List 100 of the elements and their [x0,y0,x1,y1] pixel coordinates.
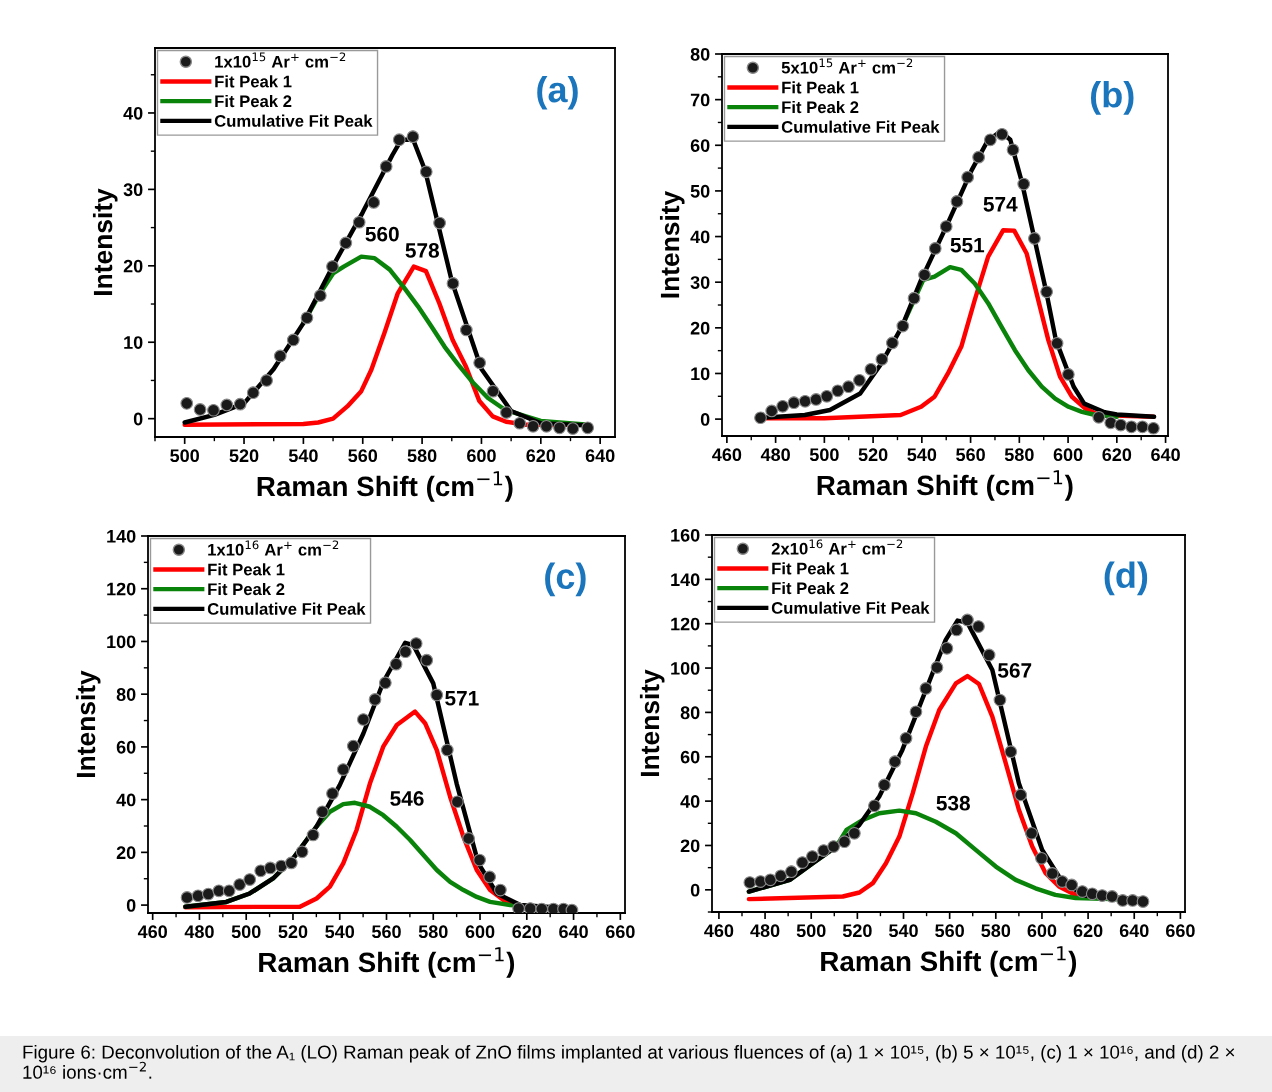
text: (b) [1091,81,1134,115]
point [306,828,320,842]
point [877,778,891,792]
point [820,389,834,403]
point [473,356,487,370]
x-tick-label: 500 [796,924,826,938]
point [459,323,473,337]
y-tick-label: 140 [107,529,136,543]
point [899,731,913,745]
y-tick-label: 80 [690,47,710,61]
y-tick-label: 40 [690,230,710,244]
y-tick-label: 0 [133,412,143,426]
point [842,380,855,394]
x-tick-label: 580 [418,925,448,939]
y-tick-label: 20 [116,846,136,860]
point [909,705,923,719]
point [446,277,460,290]
point [796,856,809,869]
point [787,396,801,410]
point [853,373,866,387]
x-tick-label: 540 [889,924,918,938]
y-axis-title: Intensity [92,188,118,295]
x-tick-label: 600 [1027,924,1057,938]
point [809,393,823,406]
point [419,165,433,179]
point [500,406,513,419]
point [440,743,454,757]
point [1028,232,1041,245]
point [233,878,247,891]
y-tick-label: 60 [680,750,700,764]
point [274,859,288,873]
point [1105,890,1119,903]
point [1014,788,1028,802]
legend-label: Cumulative Fit Peak [214,114,373,127]
x-tick-label: 600 [1053,448,1083,462]
point [1075,885,1089,898]
legend-label: 2x10$^{16}$ Ar$^{+}$ cm$^{−2}$ [771,539,903,555]
point [356,713,370,726]
x-tick-label: 480 [760,448,790,462]
point [273,349,287,363]
point [993,693,1007,707]
y-tick-label: 50 [690,184,710,198]
legend-label: Cumulative Fit Peak [781,120,940,133]
point [919,682,933,695]
point [222,884,236,898]
x-tick-label: 620 [1102,448,1132,462]
legend-label: Fit Peak 2 [772,581,849,595]
point [1045,867,1059,880]
point [1126,894,1139,907]
point [868,799,881,813]
point [774,869,788,883]
x-axis-title: Raman Shift (cm$^{−1}$) [259,947,515,978]
legend-label: 1x10$^{16}$ Ar$^{+}$ cm$^{−2}$ [208,540,339,556]
point [1035,851,1048,865]
x-tick-label: 640 [1151,448,1180,462]
x-tick-label: 580 [407,449,437,463]
legend-label: Fit Peak 2 [208,582,285,596]
annotation: 551 [950,237,985,253]
x-tick-label: 460 [704,924,734,938]
point [535,902,549,913]
y-tick-label: 0 [700,413,710,426]
y-tick-label: 70 [690,93,710,107]
point [847,826,861,840]
point [295,845,309,859]
y-tick-label: 120 [107,582,136,596]
point [220,398,234,412]
point [896,319,910,333]
point [263,861,277,875]
x-tick-label: 540 [325,925,355,939]
point [765,404,779,418]
point [389,657,403,671]
x-tick-label: 600 [467,449,496,463]
point [473,853,486,867]
caption: Figure 6: Deconvolution of the A₁ (LO) Raman peak of ZnO films implanted at various fluences of (a) 1 × 10¹⁵, (b) 5 × 10¹⁵, (c) 1 × 10¹⁶, and (d) 2 × 10¹⁶ ions·cm$^{−2}$. [23,1045,1235,1079]
point [950,623,963,637]
point [972,620,985,633]
point [368,693,382,706]
text: (c) [545,562,586,597]
point [838,835,851,849]
legend-label: Fit Peak 1 [208,563,285,576]
x-tick-label: 520 [229,449,259,463]
point [918,268,931,282]
point [553,421,566,435]
point [940,641,954,655]
point [939,220,953,233]
point [950,195,964,208]
y-tick-label: 80 [680,706,700,720]
x-tick-label: 560 [371,925,401,939]
text: (a) [537,75,578,110]
x-tick-label: 500 [809,448,839,462]
point [313,289,327,302]
point [346,739,360,753]
point [565,903,579,913]
y-tick-label: 140 [671,573,700,587]
y-tick-label: 40 [116,793,136,807]
point [798,394,812,408]
point [513,416,527,430]
y-tick-label: 160 [671,528,700,542]
x-axis-title: Raman Shift (cm$^{−1}$) [821,946,1077,977]
point [430,688,444,702]
